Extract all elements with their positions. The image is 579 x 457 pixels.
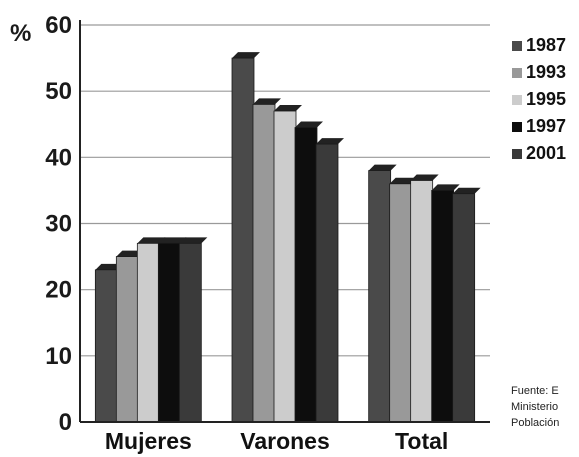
legend: 1987 1993 1995 1997 2001 [512, 34, 579, 169]
x-axis-categories: Mujeres Varones Total [105, 428, 448, 454]
bar [231, 57, 255, 423]
bar-top [410, 174, 439, 181]
legend-swatch-1987 [512, 40, 522, 51]
bar [115, 256, 139, 423]
legend-swatch-2001 [512, 148, 522, 159]
bar-top [158, 237, 187, 244]
bar [368, 170, 392, 423]
legend-item-1995: 1995 [512, 88, 579, 111]
legend-item-1997: 1997 [512, 115, 579, 138]
y-axis-unit-label: % [10, 20, 31, 47]
bar-top [253, 98, 281, 105]
bar [294, 127, 318, 423]
bar-top [179, 237, 208, 244]
x-category-label: Total [395, 428, 448, 454]
legend-label-1997: 1997 [526, 116, 567, 136]
legend-item-1993: 1993 [512, 61, 579, 84]
bar-top [274, 105, 302, 112]
source-note: Fuente: E Ministerio Población [511, 383, 579, 431]
bar-top [452, 187, 481, 194]
source-line: Población [511, 417, 560, 429]
legend-label-1987: 1987 [526, 35, 567, 55]
bar [252, 104, 276, 423]
y-axis-ticks: 0 10 20 30 40 50 60 [45, 12, 72, 436]
y-tick-label: 50 [45, 78, 72, 105]
legend-item-1987: 1987 [512, 34, 579, 57]
y-tick-label: 40 [45, 144, 72, 171]
y-tick-label: 20 [45, 277, 72, 304]
bar [94, 269, 118, 423]
y-tick-label: 10 [45, 343, 72, 370]
bar-top [232, 52, 260, 59]
bar [410, 180, 434, 423]
bar [273, 110, 297, 423]
bar [136, 242, 160, 423]
legend-label-2001: 2001 [526, 143, 567, 163]
legend-label-1995: 1995 [526, 89, 567, 109]
bar-top [368, 164, 397, 171]
bar [389, 183, 413, 423]
x-category-label: Mujeres [105, 428, 192, 454]
source-line: Fuente: E [511, 385, 559, 397]
bar [315, 143, 339, 423]
axes [79, 20, 490, 423]
bar-top [431, 184, 460, 191]
bar-top [295, 121, 323, 128]
y-tick-label: 0 [59, 409, 72, 436]
bar [431, 190, 455, 423]
x-category-label: Varones [240, 428, 330, 454]
bar-top [137, 237, 166, 244]
legend-item-2001: 2001 [512, 142, 579, 165]
bar [178, 242, 202, 423]
legend-swatch-1995 [512, 94, 522, 105]
source-line: Ministerio [511, 401, 559, 413]
bar-top [316, 138, 344, 145]
bars [94, 52, 481, 423]
y-tick-label: 30 [45, 211, 72, 238]
bar [157, 242, 181, 423]
legend-label-1993: 1993 [526, 62, 567, 82]
legend-swatch-1997 [512, 121, 522, 132]
legend-swatch-1993 [512, 67, 522, 78]
y-tick-label: 60 [45, 12, 72, 39]
bar [452, 193, 476, 423]
